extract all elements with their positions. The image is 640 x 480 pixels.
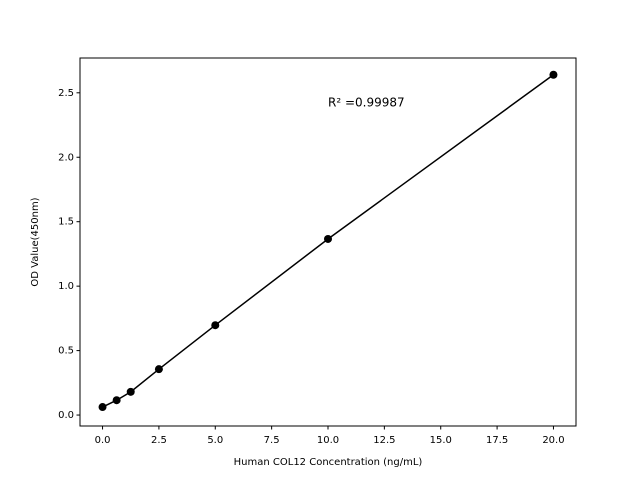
marker xyxy=(98,403,107,412)
x-tick-label: 15.0 xyxy=(430,435,452,446)
marker xyxy=(324,234,332,243)
x-tick-label: 2.5 xyxy=(151,435,167,446)
x-tick-label: 12.5 xyxy=(373,435,395,446)
marker xyxy=(211,321,220,330)
y-tick-label: 2.0 xyxy=(58,152,74,163)
annotation: R² =0.99987 xyxy=(328,96,405,110)
x-tick-label: 5.0 xyxy=(207,435,223,446)
x-tick-label: 17.5 xyxy=(486,435,508,446)
marker xyxy=(126,387,135,396)
y-axis-label: OD Value(450nm) xyxy=(30,197,41,286)
x-tick-label: 7.5 xyxy=(264,435,280,446)
y-tick-label: 0.0 xyxy=(58,410,74,421)
y-tick-label: 0.5 xyxy=(58,346,74,357)
x-tick-label: 20.0 xyxy=(542,435,564,446)
x-tick-label: 0.0 xyxy=(95,435,111,446)
marker xyxy=(549,70,558,79)
marker xyxy=(154,365,163,374)
y-tick-label: 2.5 xyxy=(58,88,74,99)
y-tick-label: 1.5 xyxy=(58,217,74,228)
x-tick-label: 10.0 xyxy=(317,435,339,446)
y-tick-label: 1.0 xyxy=(58,281,74,292)
marker xyxy=(112,396,121,405)
x-axis-label: Human COL12 Concentration (ng/mL) xyxy=(234,457,423,468)
